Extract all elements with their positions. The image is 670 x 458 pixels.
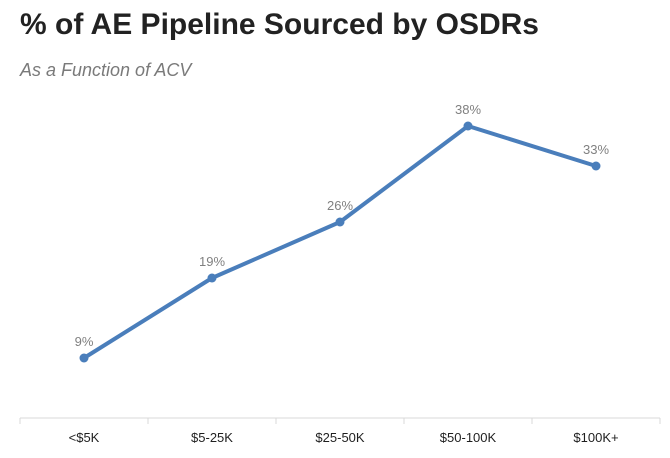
data-label: 33% [583, 142, 609, 157]
x-tick-label: $50-100K [440, 430, 497, 445]
data-label: 38% [455, 102, 481, 117]
data-point [591, 161, 601, 171]
data-label: 26% [327, 198, 353, 213]
data-point [79, 353, 89, 363]
data-label: 9% [75, 334, 94, 349]
chart-subtitle: As a Function of ACV [20, 60, 192, 80]
x-tick-label: $100K+ [573, 430, 618, 445]
chart-title: % of AE Pipeline Sourced by OSDRs [20, 8, 539, 41]
data-label: 19% [199, 254, 225, 269]
data-point [335, 217, 345, 227]
series-line [82, 124, 598, 360]
x-tick-label: <$5K [69, 430, 100, 445]
data-point [207, 273, 217, 283]
x-tick-label: $25-50K [315, 430, 364, 445]
data-point [463, 121, 473, 131]
x-tick-label: $5-25K [191, 430, 233, 445]
